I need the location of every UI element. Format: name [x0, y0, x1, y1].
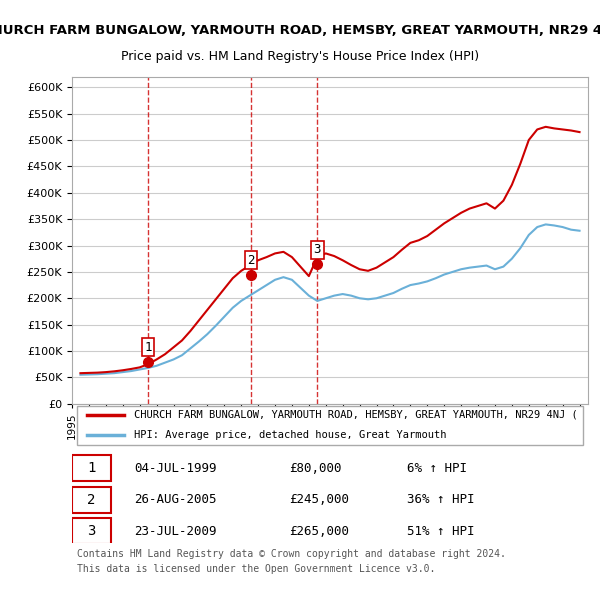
Text: 51% ↑ HPI: 51% ↑ HPI	[407, 525, 475, 538]
Text: 36% ↑ HPI: 36% ↑ HPI	[407, 493, 475, 506]
Text: 6% ↑ HPI: 6% ↑ HPI	[407, 461, 467, 474]
Text: This data is licensed under the Open Government Licence v3.0.: This data is licensed under the Open Gov…	[77, 564, 436, 574]
Text: 1: 1	[87, 461, 95, 475]
Text: £265,000: £265,000	[289, 525, 349, 538]
Text: CHURCH FARM BUNGALOW, YARMOUTH ROAD, HEMSBY, GREAT YARMOUTH, NR29 4NJ (: CHURCH FARM BUNGALOW, YARMOUTH ROAD, HEM…	[134, 409, 578, 419]
Text: 2: 2	[247, 254, 255, 267]
FancyBboxPatch shape	[77, 406, 583, 445]
FancyBboxPatch shape	[72, 455, 110, 481]
Text: CHURCH FARM BUNGALOW, YARMOUTH ROAD, HEMSBY, GREAT YARMOUTH, NR29 4NJ: CHURCH FARM BUNGALOW, YARMOUTH ROAD, HEM…	[0, 24, 600, 37]
Text: Price paid vs. HM Land Registry's House Price Index (HPI): Price paid vs. HM Land Registry's House …	[121, 50, 479, 63]
Text: 3: 3	[87, 525, 95, 538]
Text: HPI: Average price, detached house, Great Yarmouth: HPI: Average price, detached house, Grea…	[134, 430, 446, 440]
Text: £245,000: £245,000	[289, 493, 349, 506]
Text: 26-AUG-2005: 26-AUG-2005	[134, 493, 217, 506]
Text: 3: 3	[314, 243, 321, 256]
Text: Contains HM Land Registry data © Crown copyright and database right 2024.: Contains HM Land Registry data © Crown c…	[77, 549, 506, 559]
Text: 04-JUL-1999: 04-JUL-1999	[134, 461, 217, 474]
Text: 23-JUL-2009: 23-JUL-2009	[134, 525, 217, 538]
Text: 2: 2	[87, 493, 95, 507]
FancyBboxPatch shape	[72, 487, 110, 513]
Text: 1: 1	[145, 340, 152, 353]
FancyBboxPatch shape	[72, 519, 110, 544]
Text: £80,000: £80,000	[289, 461, 341, 474]
